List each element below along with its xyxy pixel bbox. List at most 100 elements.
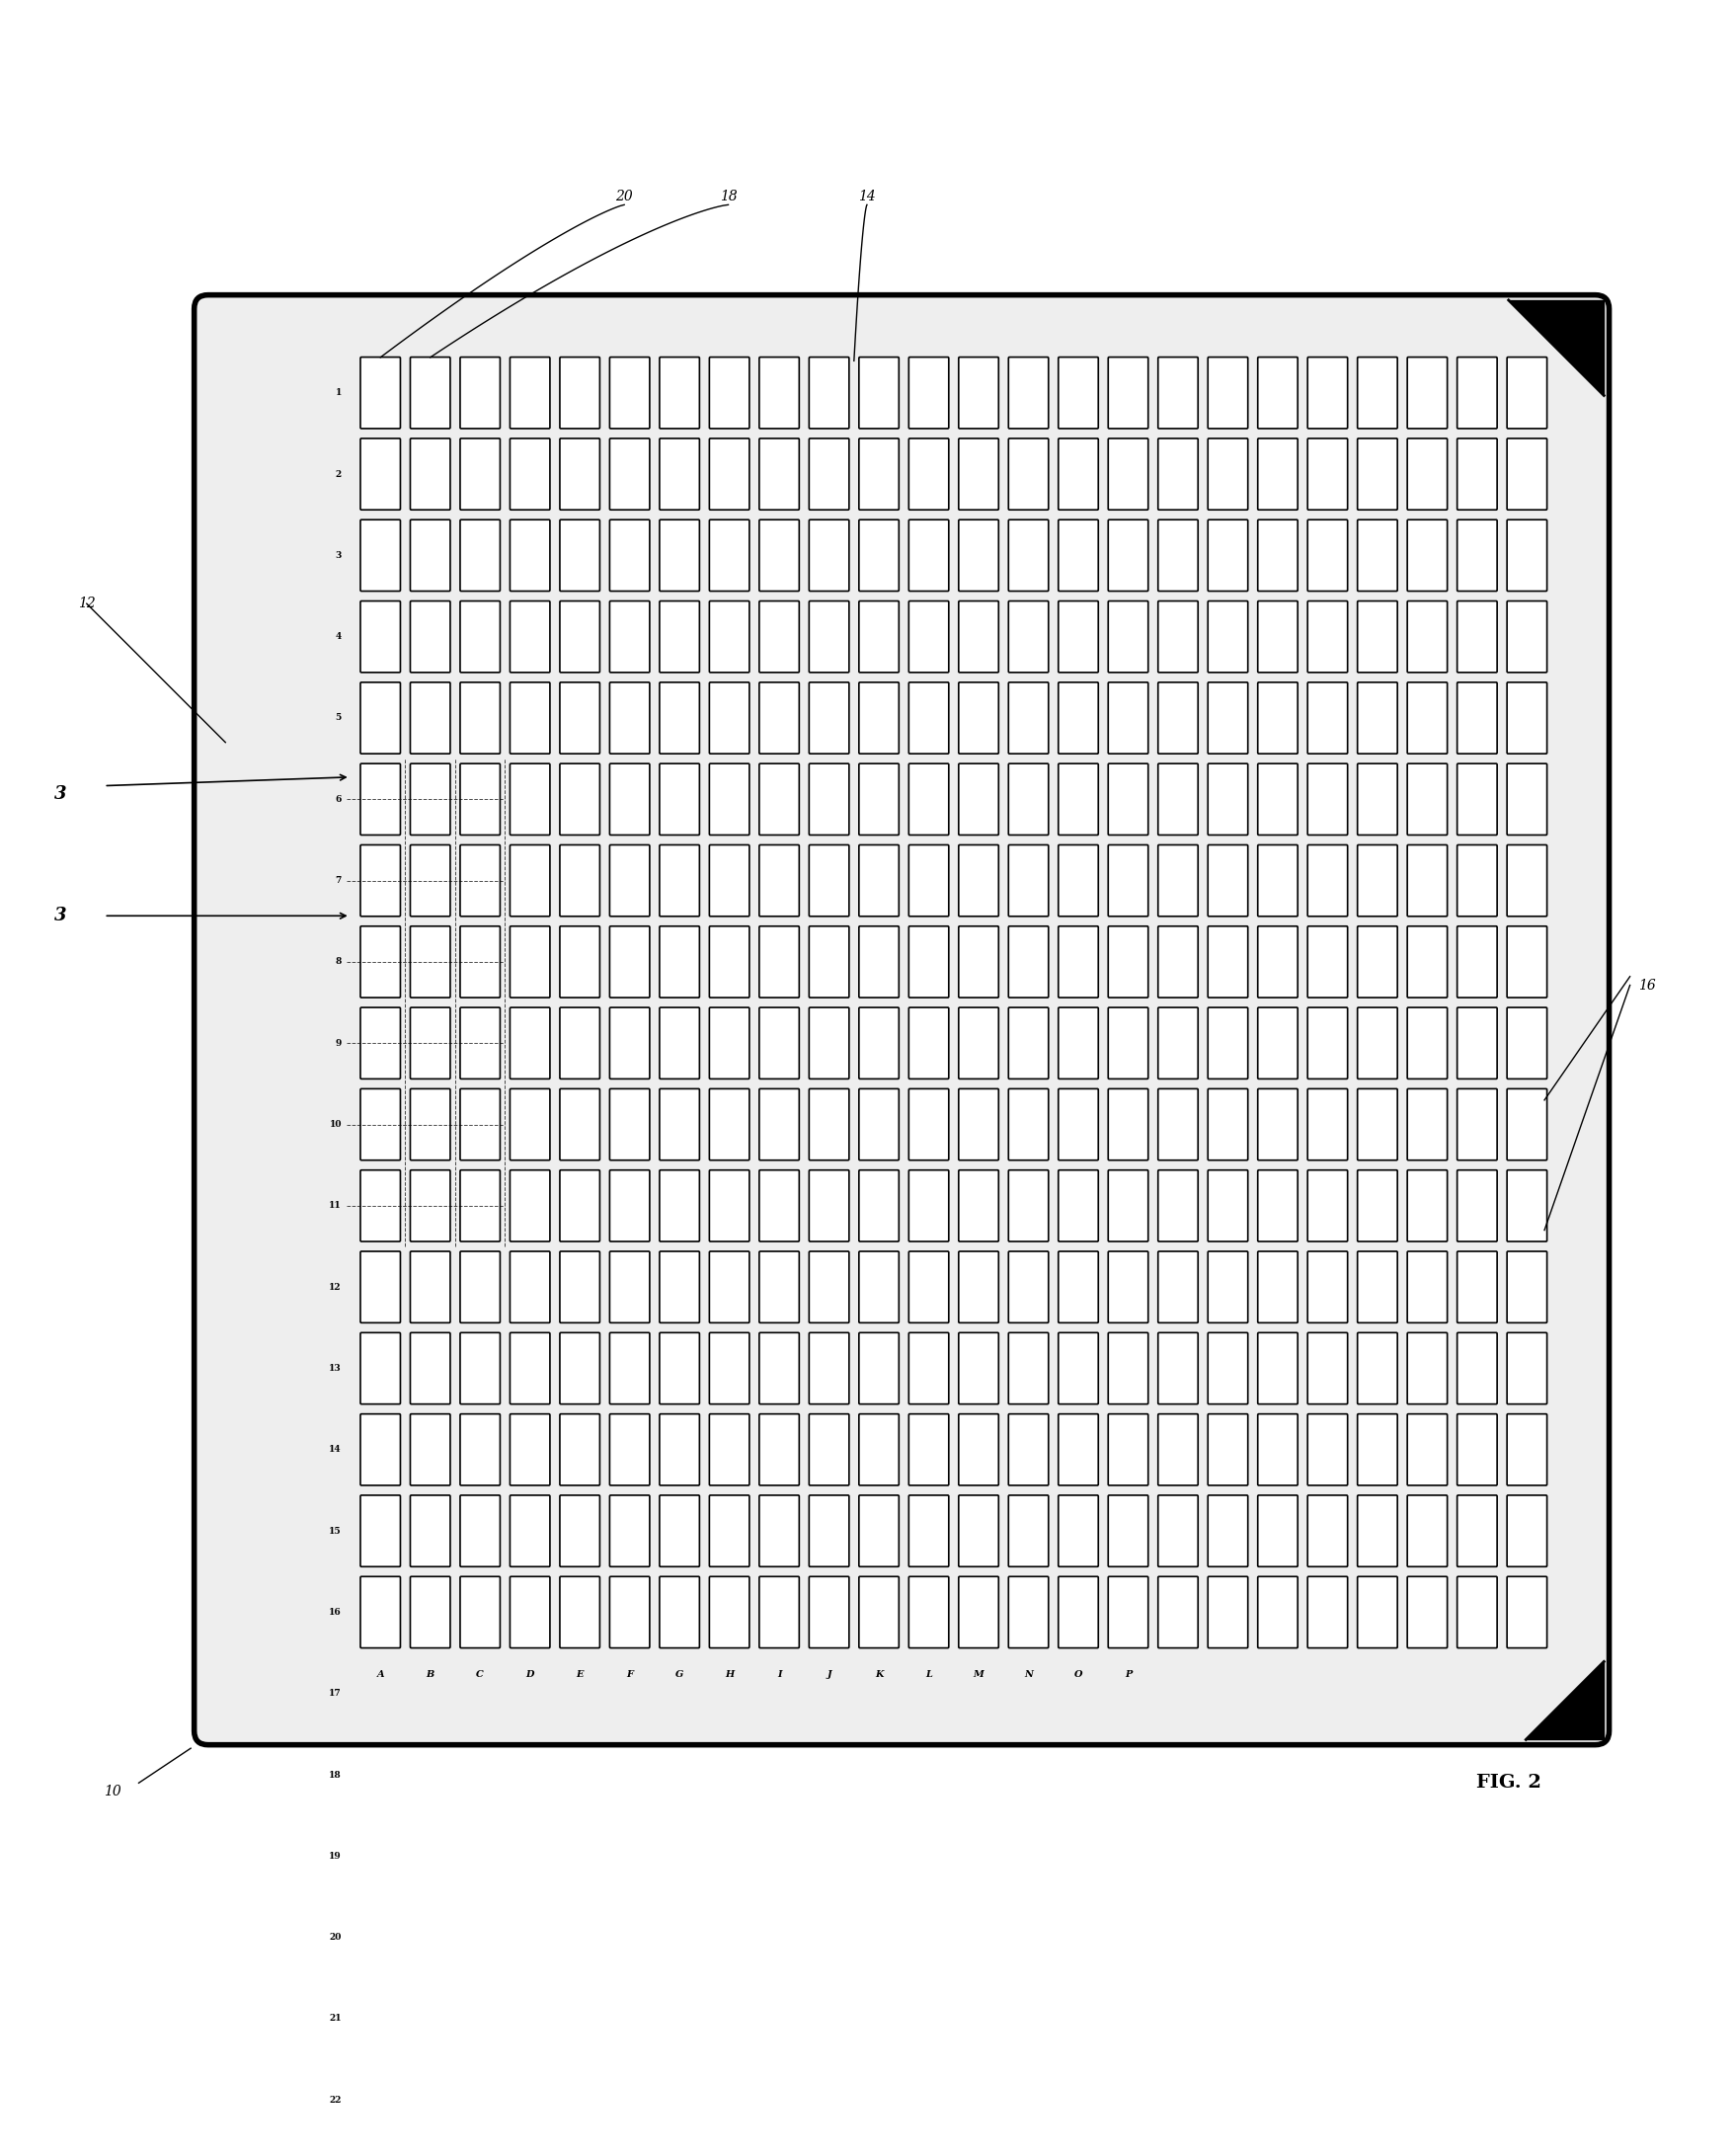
FancyBboxPatch shape <box>1057 845 1097 916</box>
FancyBboxPatch shape <box>908 845 948 916</box>
FancyBboxPatch shape <box>809 1007 849 1078</box>
FancyBboxPatch shape <box>908 1089 948 1160</box>
Text: 18: 18 <box>719 190 737 203</box>
FancyBboxPatch shape <box>1456 1250 1496 1324</box>
FancyBboxPatch shape <box>809 358 849 429</box>
Text: 10: 10 <box>104 1785 121 1798</box>
FancyBboxPatch shape <box>1357 1414 1397 1485</box>
FancyBboxPatch shape <box>1456 763 1496 834</box>
FancyBboxPatch shape <box>908 520 948 591</box>
FancyBboxPatch shape <box>1506 681 1546 755</box>
FancyBboxPatch shape <box>858 681 898 755</box>
FancyBboxPatch shape <box>1307 1007 1347 1078</box>
FancyBboxPatch shape <box>510 1250 549 1324</box>
Text: P: P <box>1125 1671 1132 1680</box>
FancyBboxPatch shape <box>360 1007 400 1078</box>
FancyBboxPatch shape <box>759 1171 799 1242</box>
FancyBboxPatch shape <box>1357 520 1397 591</box>
FancyBboxPatch shape <box>1057 681 1097 755</box>
FancyBboxPatch shape <box>1009 438 1048 509</box>
FancyBboxPatch shape <box>1107 1576 1147 1647</box>
FancyBboxPatch shape <box>1307 438 1347 509</box>
FancyBboxPatch shape <box>1009 681 1048 755</box>
FancyBboxPatch shape <box>1456 1414 1496 1485</box>
FancyBboxPatch shape <box>1256 1007 1296 1078</box>
FancyBboxPatch shape <box>610 763 650 834</box>
FancyBboxPatch shape <box>809 1414 849 1485</box>
FancyBboxPatch shape <box>610 1576 650 1647</box>
FancyBboxPatch shape <box>858 1089 898 1160</box>
FancyBboxPatch shape <box>759 845 799 916</box>
FancyBboxPatch shape <box>1456 1007 1496 1078</box>
FancyBboxPatch shape <box>709 1171 749 1242</box>
FancyBboxPatch shape <box>908 438 948 509</box>
Text: 9: 9 <box>334 1039 341 1048</box>
FancyBboxPatch shape <box>1057 1332 1097 1404</box>
Text: A: A <box>376 1671 385 1680</box>
FancyBboxPatch shape <box>759 358 799 429</box>
FancyBboxPatch shape <box>610 520 650 591</box>
FancyBboxPatch shape <box>1158 1171 1198 1242</box>
FancyBboxPatch shape <box>510 1089 549 1160</box>
FancyBboxPatch shape <box>958 1414 998 1485</box>
FancyBboxPatch shape <box>709 763 749 834</box>
FancyBboxPatch shape <box>809 520 849 591</box>
FancyBboxPatch shape <box>459 1171 499 1242</box>
FancyBboxPatch shape <box>1107 358 1147 429</box>
FancyBboxPatch shape <box>958 438 998 509</box>
FancyBboxPatch shape <box>1307 1250 1347 1324</box>
FancyBboxPatch shape <box>1158 358 1198 429</box>
FancyBboxPatch shape <box>908 1576 948 1647</box>
FancyBboxPatch shape <box>858 1332 898 1404</box>
FancyBboxPatch shape <box>1456 927 1496 998</box>
FancyBboxPatch shape <box>1407 927 1447 998</box>
FancyBboxPatch shape <box>459 927 499 998</box>
FancyBboxPatch shape <box>411 1332 451 1404</box>
FancyBboxPatch shape <box>1057 1576 1097 1647</box>
FancyBboxPatch shape <box>1208 602 1248 673</box>
FancyBboxPatch shape <box>1357 1007 1397 1078</box>
FancyBboxPatch shape <box>1357 1576 1397 1647</box>
FancyBboxPatch shape <box>560 681 600 755</box>
FancyBboxPatch shape <box>510 763 549 834</box>
FancyBboxPatch shape <box>411 763 451 834</box>
Polygon shape <box>1525 1662 1603 1740</box>
FancyBboxPatch shape <box>459 763 499 834</box>
FancyBboxPatch shape <box>1307 927 1347 998</box>
FancyBboxPatch shape <box>610 1496 650 1567</box>
FancyBboxPatch shape <box>809 1089 849 1160</box>
FancyBboxPatch shape <box>411 602 451 673</box>
FancyBboxPatch shape <box>1057 438 1097 509</box>
FancyBboxPatch shape <box>459 520 499 591</box>
FancyBboxPatch shape <box>1009 602 1048 673</box>
Text: C: C <box>477 1671 484 1680</box>
FancyBboxPatch shape <box>1357 1089 1397 1160</box>
FancyBboxPatch shape <box>1208 1250 1248 1324</box>
Text: 12: 12 <box>78 597 95 610</box>
Text: 21: 21 <box>329 2014 341 2022</box>
FancyBboxPatch shape <box>1009 1007 1048 1078</box>
Text: 15: 15 <box>329 1526 341 1535</box>
Text: 3: 3 <box>334 552 341 561</box>
FancyBboxPatch shape <box>1307 681 1347 755</box>
FancyBboxPatch shape <box>560 602 600 673</box>
Text: M: M <box>972 1671 983 1680</box>
Text: 17: 17 <box>329 1688 341 1699</box>
FancyBboxPatch shape <box>1158 681 1198 755</box>
FancyBboxPatch shape <box>1407 358 1447 429</box>
FancyBboxPatch shape <box>659 602 698 673</box>
FancyBboxPatch shape <box>1057 1171 1097 1242</box>
FancyBboxPatch shape <box>858 1007 898 1078</box>
FancyBboxPatch shape <box>411 1414 451 1485</box>
Text: 19: 19 <box>329 1852 341 1861</box>
FancyBboxPatch shape <box>1057 358 1097 429</box>
FancyBboxPatch shape <box>1158 927 1198 998</box>
FancyBboxPatch shape <box>709 520 749 591</box>
FancyBboxPatch shape <box>858 358 898 429</box>
FancyBboxPatch shape <box>659 438 698 509</box>
FancyBboxPatch shape <box>360 1496 400 1567</box>
FancyBboxPatch shape <box>1158 520 1198 591</box>
FancyBboxPatch shape <box>459 1496 499 1567</box>
FancyBboxPatch shape <box>709 927 749 998</box>
FancyBboxPatch shape <box>560 1250 600 1324</box>
